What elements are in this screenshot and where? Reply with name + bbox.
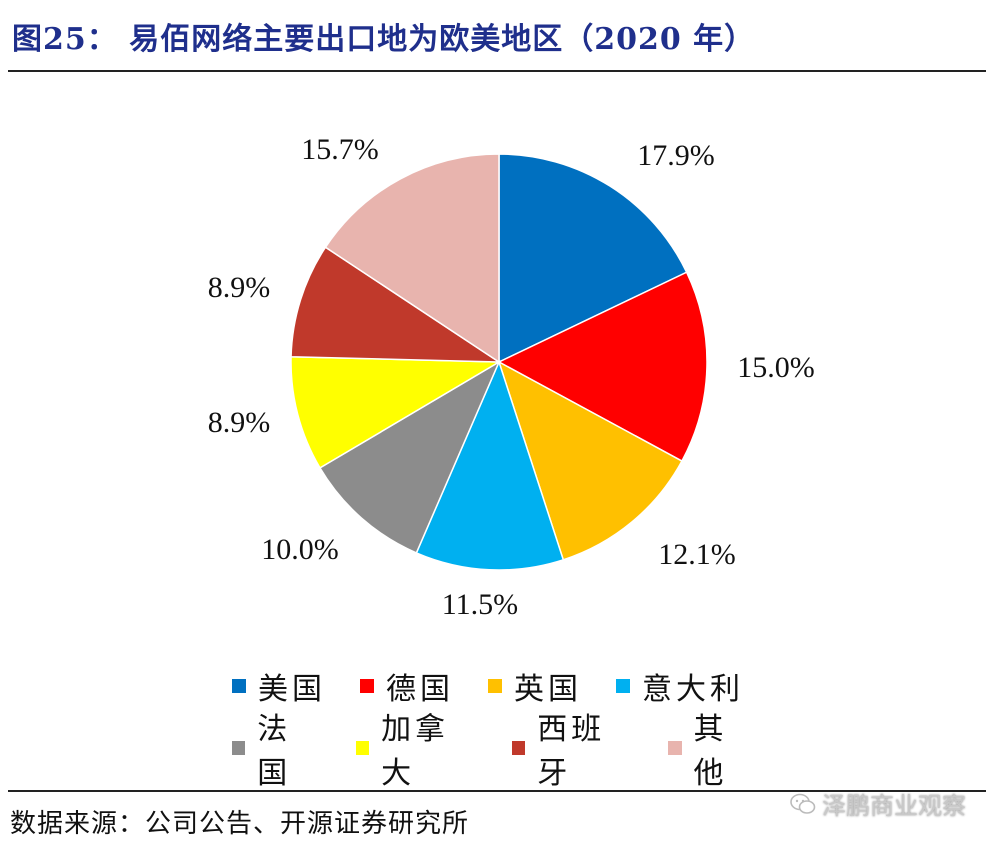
legend-row: 法国 加拿大 西班牙 其他 <box>232 712 792 791</box>
legend-swatch-germany <box>360 679 374 693</box>
legend-label-france: 法国 <box>257 712 292 791</box>
slice-data-label: 15.7% <box>301 133 379 166</box>
legend-item-italy: 意大利 <box>616 664 744 708</box>
slice-data-label: 17.9% <box>637 139 715 172</box>
legend-label-spain: 西班牙 <box>537 712 606 791</box>
legend-row: 美国 德国 英国 意大利 <box>232 655 792 717</box>
legend: 美国 德国 英国 意大利 法国 加拿大 西班牙 其他 <box>232 655 792 791</box>
legend-item-us: 美国 <box>232 664 326 708</box>
legend-swatch-france <box>232 741 246 755</box>
legend-swatch-uk <box>488 679 502 693</box>
slice-data-label: 15.0% <box>737 351 815 384</box>
slice-data-label: 10.0% <box>261 533 339 566</box>
legend-swatch-us <box>232 679 246 693</box>
legend-label-canada: 加拿大 <box>381 712 450 791</box>
watermark: 泽鹏商业观察 <box>790 786 966 821</box>
legend-label-us: 美国 <box>258 672 326 707</box>
legend-label-germany: 德国 <box>386 672 454 707</box>
legend-item-spain: 西班牙 <box>512 704 634 792</box>
legend-swatch-canada <box>355 741 370 755</box>
pie-slice <box>497 360 683 561</box>
pie-slice <box>415 359 565 571</box>
pie-slice <box>324 153 500 364</box>
legend-item-germany: 德国 <box>360 664 454 708</box>
pie-slice <box>290 246 502 363</box>
legend-item-canada: 加拿大 <box>355 704 478 792</box>
legend-label-italy: 意大利 <box>642 672 744 707</box>
slice-data-label: 8.9% <box>208 271 271 304</box>
pie-slice <box>497 271 708 463</box>
legend-item-other: 其他 <box>668 704 758 792</box>
legend-label-other: 其他 <box>693 712 728 791</box>
pie-slice <box>290 356 502 469</box>
wechat-icon <box>790 793 816 814</box>
legend-swatch-spain <box>512 741 526 755</box>
pie-slice <box>318 360 501 554</box>
pie-slice <box>498 153 688 364</box>
legend-swatch-other <box>668 741 682 755</box>
slice-data-label: 8.9% <box>208 406 271 439</box>
source-note: 数据来源：公司公告、开源证券研究所 <box>10 809 470 839</box>
pie-slices <box>290 153 708 571</box>
legend-label-uk: 英国 <box>514 672 582 707</box>
slice-data-label: 11.5% <box>442 588 518 621</box>
legend-swatch-italy <box>616 679 630 693</box>
figure-title: 图25： 易佰网络主要出口地为欧美地区（2020 年） <box>12 22 756 57</box>
title-rule <box>8 70 986 72</box>
legend-item-uk: 英国 <box>488 664 582 708</box>
source-rule <box>8 790 986 792</box>
legend-item-france: 法国 <box>232 704 322 792</box>
watermark-text: 泽鹏商业观察 <box>822 792 966 820</box>
slice-labels: 17.9% 15.0% 12.1% 11.5% 10.0% 8.9% 8.9% 15.7% <box>208 133 815 621</box>
slice-data-label: 12.1% <box>658 538 736 571</box>
